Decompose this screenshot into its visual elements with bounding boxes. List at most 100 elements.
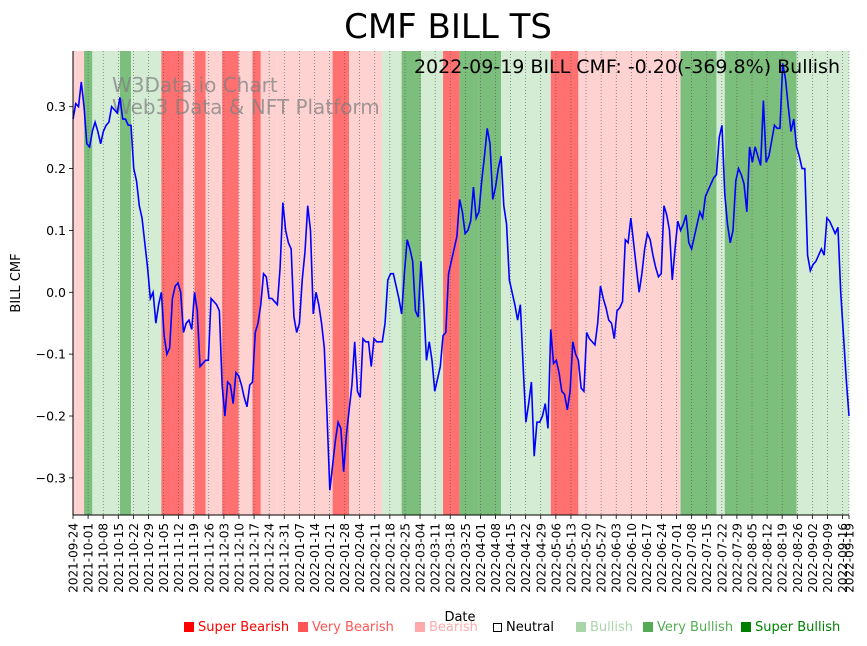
region-bearish (73, 51, 85, 515)
region-bullish (796, 51, 819, 515)
watermark-line-1: W3Data.io Chart (112, 73, 278, 97)
x-tick-label: 2021-10-15 (112, 523, 126, 593)
region-very-bullish (401, 51, 421, 515)
x-tick-label: 2022-03-25 (459, 523, 473, 593)
annotation-text: 2022-09-19 BILL CMF: -0.20(-369.8%) Bull… (414, 56, 840, 78)
legend-item-bullish: Bullish (576, 620, 633, 635)
y-tick-label: 0.1 (46, 223, 66, 238)
region-bullish (420, 51, 444, 515)
region-very-bullish (724, 51, 780, 515)
x-tick-label: 2022-04-01 (474, 523, 488, 593)
x-tick-label: 2022-09-02 (806, 523, 820, 593)
region-very-bullish (119, 51, 131, 515)
region-bullish (382, 51, 402, 515)
y-tick-label: 0.2 (46, 161, 66, 176)
region-bullish (92, 51, 120, 515)
x-tick-label: 2022-03-18 (444, 523, 458, 593)
legend-item-very-bearish: Very Bearish (298, 620, 394, 635)
region-bearish (277, 51, 333, 515)
region-very-bullish (478, 51, 502, 515)
x-tick-label: 2022-02-11 (368, 523, 382, 593)
legend: Super Bearish Very Bearish Bearish Neutr… (0, 620, 867, 640)
x-tick-label: 2022-05-27 (595, 523, 609, 593)
x-tick-label: 2022-09-09 (821, 523, 835, 593)
x-tick-label: 2022-07-22 (715, 523, 729, 593)
legend-swatch-bullish (576, 622, 586, 632)
x-tick-label: 2021-11-12 (172, 523, 186, 593)
region-very-bearish (550, 51, 579, 515)
region-bearish (183, 51, 195, 515)
x-tick-label: 2022-08-26 (791, 523, 805, 593)
x-tick-label: 2022-07-01 (670, 523, 684, 593)
legend-label: Neutral (506, 620, 554, 635)
region-bullish (716, 51, 725, 515)
legend-item-neutral: Neutral (493, 620, 554, 635)
x-tick-label: 2021-09-24 (67, 523, 81, 593)
region-very-bearish (222, 51, 239, 515)
x-tick-label: 2021-12-10 (232, 523, 246, 593)
x-tick-label: 2022-04-08 (489, 523, 503, 593)
y-tick-label: −0.2 (36, 409, 66, 424)
x-tick-label: 2021-11-19 (187, 523, 201, 593)
x-tick-label: 2021-12-24 (263, 523, 277, 593)
x-tick-label: 2022-07-29 (730, 523, 744, 593)
x-tick-label: 2021-10-08 (97, 523, 111, 593)
legend-item-very-bullish: Very Bullish (643, 620, 733, 635)
x-tick-label: 2022-02-04 (353, 523, 367, 593)
x-tick-label: 2022-02-18 (383, 523, 397, 593)
legend-item-bearish: Bearish (415, 620, 478, 635)
x-tick-label: 2022-03-04 (414, 523, 428, 593)
x-tick-label: 2022-05-06 (549, 523, 563, 593)
legend-swatch-super-bullish (741, 622, 751, 632)
x-tick-label: 2021-12-03 (217, 523, 231, 593)
legend-swatch-neutral (493, 623, 502, 632)
legend-label: Very Bullish (657, 620, 734, 635)
x-tick-label: 2022-01-07 (293, 523, 307, 593)
legend-item-super-bearish: Super Bearish (184, 620, 289, 635)
sentiment-regions (73, 51, 849, 515)
region-very-bullish (680, 51, 717, 515)
region-very-bearish (252, 51, 261, 515)
region-very-bullish (779, 51, 797, 515)
region-very-bearish (332, 51, 350, 515)
x-axis-label: Date (444, 610, 475, 625)
x-tick-label: 2022-04-22 (519, 523, 533, 593)
x-tick-label: 2022-01-21 (323, 523, 337, 593)
axes (72, 51, 849, 516)
legend-label: Bearish (429, 620, 478, 635)
region-very-bearish (443, 51, 460, 515)
region-very-bearish (161, 51, 184, 515)
x-tick-label: 2022-06-03 (610, 523, 624, 593)
x-tick-label: 2022-06-17 (640, 523, 654, 593)
region-very-bearish (194, 51, 206, 515)
legend-swatch-very-bearish (298, 622, 308, 632)
legend-swatch-bearish (415, 622, 425, 632)
x-tick-label: 2021-12-17 (248, 523, 262, 593)
x-tick-label: 2022-07-15 (700, 523, 714, 593)
x-tick-label: 2022-08-05 (746, 523, 760, 593)
region-bullish (818, 51, 849, 515)
x-tick-label: 2021-10-29 (142, 523, 156, 593)
x-tick-label: 2022-03-11 (429, 523, 443, 593)
x-tick-label: 2022-02-25 (398, 523, 412, 593)
y-axis-ticks: −0.3 −0.2 −0.1 0.0 0.1 0.2 0.3 (36, 99, 73, 485)
region-bullish (523, 51, 551, 515)
region-bullish (501, 51, 524, 515)
y-tick-label: 0.3 (46, 99, 66, 114)
region-bearish (578, 51, 681, 515)
legend-swatch-very-bullish (643, 622, 653, 632)
chart-title: CMF BILL TS (344, 7, 552, 47)
region-bullish (130, 51, 162, 515)
legend-swatch-super-bearish (184, 622, 194, 632)
x-tick-label: 2022-06-10 (625, 523, 639, 593)
x-axis-ticks: 2021-09-24 2021-10-01 2021-10-08 2021-10-15… (67, 515, 857, 593)
y-tick-label: −0.1 (36, 347, 66, 362)
x-tick-label: 2022-05-20 (580, 523, 594, 593)
x-tick-label: 2022-05-13 (564, 523, 578, 593)
region-very-bullish (459, 51, 479, 515)
region-bearish (205, 51, 223, 515)
x-tick-label: 2022-01-28 (338, 523, 352, 593)
vertical-gridlines (72, 51, 850, 515)
watermark-line-2: Web3 Data & NFT Platform (112, 95, 380, 119)
